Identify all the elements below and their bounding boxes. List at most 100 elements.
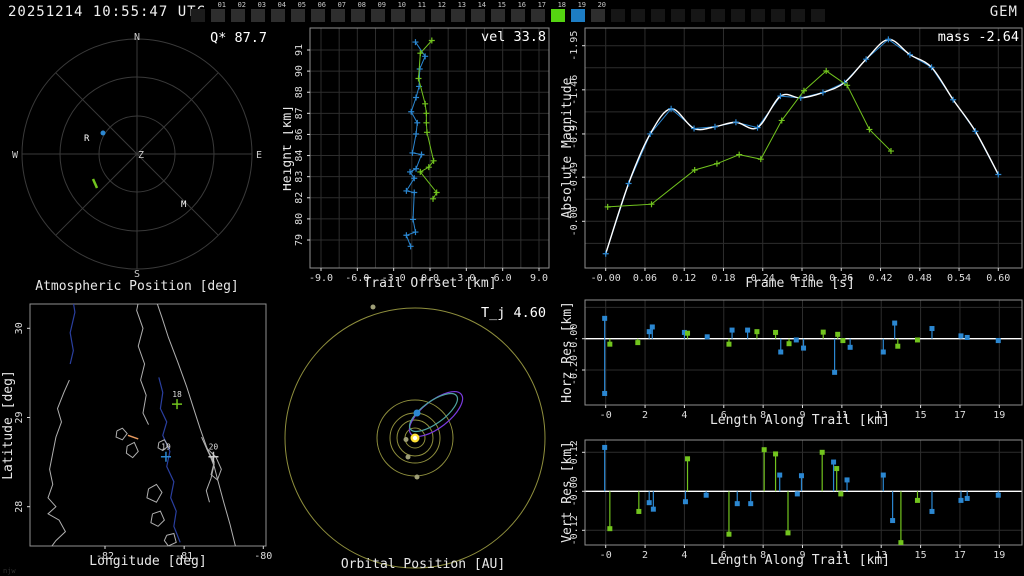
svg-text:83: 83	[294, 171, 305, 183]
orbital-position-panel: T_j 4.60 Orbital Position [AU]	[283, 296, 560, 576]
frame-square-01[interactable]: 01	[211, 2, 226, 23]
polar-sky-plot: NESWZRM	[12, 32, 262, 280]
horizontal-residuals-plot: -0246891113151719-0.00-0.20	[569, 300, 1022, 421]
frame-number-label: 04	[278, 1, 286, 9]
frame-thumbnail	[731, 9, 745, 22]
orbital-diagram	[285, 305, 545, 569]
frame-thumbnail	[471, 9, 485, 22]
svg-text:0.42: 0.42	[868, 273, 892, 284]
frame-number-label: 01	[218, 1, 226, 9]
svg-text:86: 86	[294, 128, 305, 140]
svg-text:88: 88	[294, 86, 305, 98]
atmospheric-position-panel: NESWZRM Q* 87.7 Atmospheric Position [de…	[0, 24, 283, 296]
frame-square-blank[interactable]	[191, 2, 206, 23]
frame-square-08[interactable]: 08	[351, 2, 366, 23]
light-curve-plot: -0.000.060.120.180.240.300.360.420.480.5…	[569, 28, 1022, 284]
frame-square-14[interactable]: 14	[471, 2, 486, 23]
frame-square-10[interactable]: 10	[391, 2, 406, 23]
frame-number-label: 13	[458, 1, 466, 9]
svg-text:18: 18	[172, 390, 182, 399]
frame-square-extra[interactable]	[811, 2, 826, 23]
frame-thumbnail	[631, 9, 645, 22]
frame-square-19[interactable]: 19	[571, 2, 586, 23]
frame-square-16[interactable]: 16	[511, 2, 526, 23]
frame-thumbnail	[311, 9, 325, 22]
svg-text:Z: Z	[138, 150, 144, 161]
svg-text:W: W	[12, 150, 19, 161]
utc-timestamp: 20251214 10:55:47 UTC	[8, 4, 206, 20]
frame-thumbnail	[431, 9, 445, 22]
magnitude-ylabel: Absolute Magnitude	[560, 77, 575, 218]
frame-square-12[interactable]: 12	[431, 2, 446, 23]
frame-square-04[interactable]: 04	[271, 2, 286, 23]
frame-square-extra[interactable]	[671, 2, 686, 23]
ground-track-map-plot: -82-81-80302928181920	[14, 296, 272, 562]
frame-thumbnail	[331, 9, 345, 22]
frame-thumbnail	[191, 9, 205, 22]
svg-text:87: 87	[294, 107, 305, 119]
frame-thumbnail	[211, 9, 225, 22]
svg-text:91: 91	[294, 44, 305, 56]
frame-number-label: 05	[298, 1, 306, 9]
frame-square-15[interactable]: 15	[491, 2, 506, 23]
svg-text:9.0: 9.0	[530, 273, 548, 284]
frame-square-06[interactable]: 06	[311, 2, 326, 23]
frame-thumbnail	[671, 9, 685, 22]
horizontal-residuals-panel: -0246891113151719-0.00-0.20 Length Along…	[560, 296, 1024, 436]
frame-thumbnail	[231, 9, 245, 22]
frame-square-extra[interactable]	[791, 2, 806, 23]
magnitude-xlabel: Frame Time [s]	[745, 276, 855, 291]
top-bar: 20251214 10:55:47 UTC 01 0203 04 05 06070809…	[0, 0, 1024, 24]
frame-number-label: 16	[518, 1, 526, 9]
frame-square-extra[interactable]	[631, 2, 646, 23]
svg-text:17: 17	[954, 550, 966, 561]
frame-square-03[interactable]: 03	[251, 2, 266, 23]
svg-text:19: 19	[161, 443, 171, 452]
svg-text:90: 90	[294, 65, 305, 77]
frame-number-label: 10	[398, 1, 406, 9]
frame-thumbnail	[751, 9, 765, 22]
frame-square-18[interactable]: 18	[551, 2, 566, 23]
frame-thumbnail	[271, 9, 285, 22]
shower-code-label: GEM	[990, 4, 1018, 20]
frame-square-07[interactable]: 07	[331, 2, 346, 23]
svg-text:4: 4	[681, 550, 687, 561]
frame-square-extra[interactable]	[691, 2, 706, 23]
frame-thumbnail	[491, 9, 505, 22]
frame-square-11[interactable]: 11	[411, 2, 426, 23]
svg-text:30: 30	[14, 322, 25, 334]
frame-square-extra[interactable]	[751, 2, 766, 23]
frame-selector-strip: 01 0203 04 05 06070809 10 1112 13 1415 16 171819 20	[191, 2, 831, 23]
frame-thumbnail	[451, 9, 465, 22]
frame-square-extra[interactable]	[711, 2, 726, 23]
svg-text:19: 19	[993, 550, 1005, 561]
frame-square-extra[interactable]	[651, 2, 666, 23]
svg-text:4: 4	[681, 410, 687, 421]
orbit-title: Orbital Position [AU]	[341, 557, 505, 572]
map-ylabel: Latitude [deg]	[1, 370, 16, 480]
frame-square-09[interactable]: 09	[371, 2, 386, 23]
frame-square-extra[interactable]	[731, 2, 746, 23]
frame-square-13[interactable]: 13	[451, 2, 466, 23]
frame-square-05[interactable]: 05	[291, 2, 306, 23]
svg-text:84: 84	[294, 150, 305, 162]
frame-square-20[interactable]: 20	[591, 2, 606, 23]
frame-square-extra[interactable]	[611, 2, 626, 23]
frame-square-extra[interactable]	[771, 2, 786, 23]
svg-text:0.48: 0.48	[908, 273, 932, 284]
vert-res-ylabel: Vert Res [km]	[560, 441, 575, 543]
frame-square-17[interactable]: 17	[531, 2, 546, 23]
svg-text:0.54: 0.54	[947, 273, 971, 284]
frame-number-label: 20	[598, 1, 606, 9]
svg-text:2: 2	[642, 410, 648, 421]
horz-res-ylabel: Horz Res [km]	[560, 301, 575, 403]
frame-square-02[interactable]: 02	[231, 2, 246, 23]
svg-text:20: 20	[209, 443, 219, 452]
frame-thumbnail	[291, 9, 305, 22]
svg-text:-0: -0	[600, 410, 612, 421]
svg-text:0.12: 0.12	[672, 273, 696, 284]
svg-text:-0.00: -0.00	[591, 273, 621, 284]
vert-res-xlabel: Length Along Trail [km]	[710, 553, 890, 568]
trail-offset-panel: -9.0-6.0-3.00.03.06.09.09190888786848382…	[283, 24, 560, 300]
svg-text:17: 17	[954, 410, 966, 421]
